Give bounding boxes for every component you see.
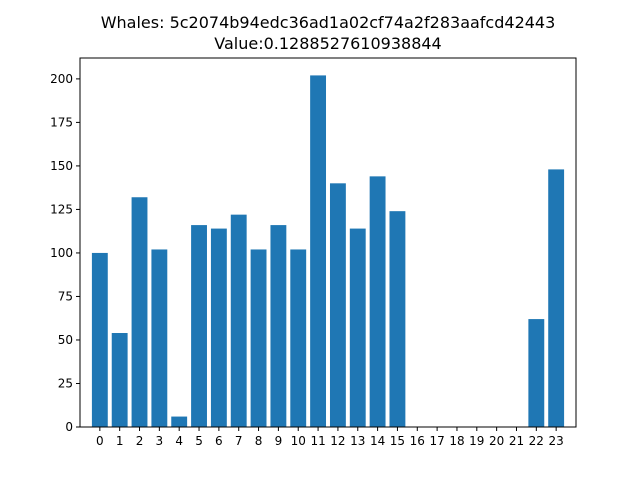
bar-14 (369, 176, 386, 427)
bar-12 (329, 183, 346, 427)
bar-15 (389, 211, 406, 427)
x-tick-label: 0 (96, 434, 104, 448)
x-tick-label: 9 (275, 434, 283, 448)
x-tick-label: 22 (529, 434, 544, 448)
x-tick-label: 16 (410, 434, 425, 448)
x-tick-label: 15 (390, 434, 405, 448)
y-tick-label: 0 (65, 420, 73, 434)
x-tick-label: 10 (291, 434, 306, 448)
x-tick-label: 1 (116, 434, 124, 448)
x-tick-label: 23 (549, 434, 564, 448)
x-tick-label: 13 (350, 434, 365, 448)
x-tick-label: 4 (175, 434, 183, 448)
y-tick-label: 200 (50, 72, 73, 86)
y-tick-label: 25 (58, 376, 73, 390)
x-tick-label: 18 (449, 434, 464, 448)
bar-5 (191, 225, 207, 427)
x-tick-label: 14 (370, 434, 385, 448)
bar-22 (528, 319, 545, 427)
bar-7 (230, 214, 247, 427)
y-tick-label: 175 (50, 115, 73, 129)
chart-title: Whales: 5c2074b94edc36ad1a02cf74a2f283aa… (101, 13, 556, 32)
x-tick-label: 3 (156, 434, 164, 448)
bar-4 (171, 416, 188, 427)
y-tick-label: 125 (50, 202, 73, 216)
x-tick-label: 21 (509, 434, 524, 448)
plot-frame (79, 57, 577, 428)
bar-6 (210, 228, 227, 427)
x-tick-label: 5 (195, 434, 203, 448)
bar-0 (91, 252, 108, 427)
x-tick-label: 8 (255, 434, 263, 448)
y-tick-label: 150 (50, 159, 73, 173)
bar-2 (131, 197, 148, 427)
bar-13 (349, 228, 366, 427)
x-tick-label: 17 (429, 434, 444, 448)
bar-11 (310, 75, 327, 427)
bar-3 (151, 249, 168, 427)
x-tick-label: 19 (469, 434, 484, 448)
x-tick-label: 12 (330, 434, 345, 448)
x-tick-label: 20 (489, 434, 504, 448)
bars-group (91, 75, 565, 427)
bar-23 (548, 169, 565, 427)
chart-subtitle: Value:0.1288527610938844 (214, 34, 441, 53)
y-axis-ticks: 0 25 50 75 100 125 150 175 200 (50, 72, 80, 434)
y-tick-label: 50 (58, 333, 73, 347)
x-tick-label: 11 (310, 434, 325, 448)
x-tick-label: 7 (235, 434, 243, 448)
y-tick-label: 75 (58, 289, 73, 303)
bar-9 (270, 225, 287, 427)
x-axis-ticks: 0 1 2 3 4 5 6 7 8 9 10 11 12 13 14 15 16 17 18 19 20 21 22 23 (96, 427, 564, 448)
bar-10 (290, 249, 307, 427)
y-tick-label: 100 (50, 246, 73, 260)
x-tick-label: 2 (136, 434, 144, 448)
x-tick-label: 6 (215, 434, 223, 448)
bar-1 (111, 333, 128, 427)
bar-8 (250, 249, 267, 427)
